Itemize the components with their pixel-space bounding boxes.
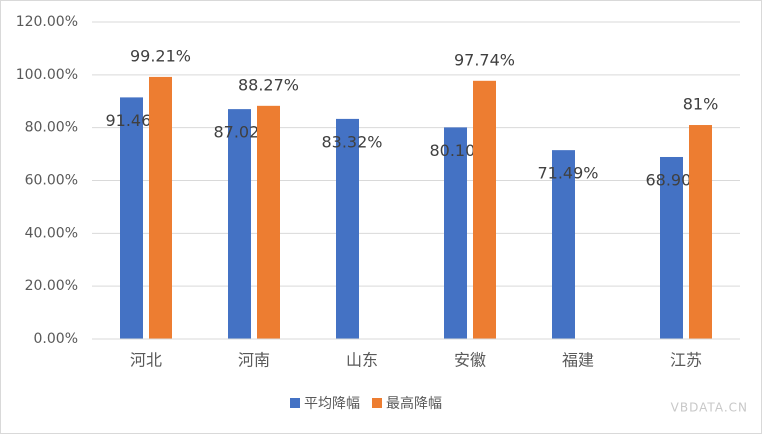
- legend-swatch: [290, 398, 300, 408]
- x-tick-label: 福建: [562, 351, 594, 370]
- value-label: 99.21%: [130, 46, 191, 65]
- y-tick-label: 40.00%: [25, 225, 78, 241]
- y-tick-label: 120.00%: [16, 14, 78, 30]
- y-tick-label: 100.00%: [16, 67, 78, 83]
- bar: [473, 80, 496, 339]
- value-label: 81%: [683, 95, 719, 114]
- bar: [660, 156, 683, 339]
- x-tick-label: 河北: [130, 351, 162, 370]
- bar: [149, 76, 172, 339]
- watermark: VBDATA.CN: [671, 401, 748, 415]
- x-tick-label: 江苏: [670, 351, 702, 370]
- legend-swatch: [372, 398, 382, 408]
- legend-label: 平均降幅: [304, 396, 360, 412]
- legend-label: 最高降幅: [386, 395, 442, 412]
- x-tick-label: 河南: [238, 351, 270, 370]
- y-tick-label: 0.00%: [34, 331, 78, 347]
- value-label: 71.49%: [537, 164, 598, 183]
- bar: [689, 125, 712, 340]
- x-tick-label: 山东: [346, 351, 378, 370]
- y-tick-label: 80.00%: [25, 120, 78, 136]
- bar: [257, 105, 280, 339]
- bar: [120, 97, 143, 340]
- x-tick-label: 安徽: [454, 351, 486, 370]
- value-label: 88.27%: [238, 75, 299, 94]
- y-tick-label: 60.00%: [25, 173, 78, 189]
- bar: [552, 150, 575, 339]
- value-label: 83.32%: [321, 132, 382, 151]
- y-tick-label: 20.00%: [25, 278, 78, 294]
- bar: [228, 109, 251, 340]
- bar: [444, 127, 467, 339]
- value-label: 97.74%: [454, 50, 515, 69]
- bar: [336, 118, 359, 339]
